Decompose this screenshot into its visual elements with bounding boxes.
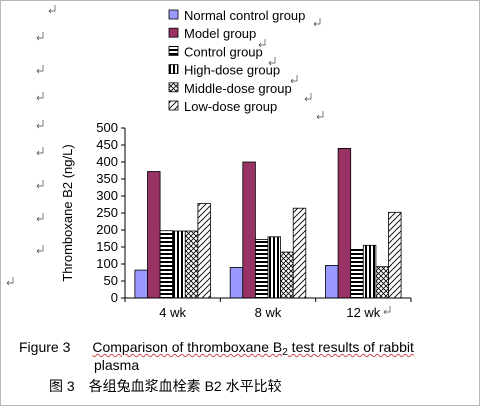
- bar-2-12wk: [337, 147, 352, 299]
- paragraph-mark-icon: [36, 245, 44, 254]
- paragraph-mark-icon: [304, 93, 312, 102]
- bar-3-4wk: [159, 230, 174, 299]
- x-tick-label: 4 wk: [159, 305, 186, 320]
- legend-label: Middle-dose group: [184, 81, 292, 96]
- x-tick-label: 12 wk: [346, 305, 380, 320]
- caption-chinese: 图 3 各组兔血浆血栓素 B2 水平比较: [49, 378, 282, 394]
- bar-5-4wk: [184, 230, 199, 299]
- bar-2-8wk: [242, 161, 256, 299]
- legend-swatch: [168, 100, 179, 111]
- bar-3-8wk: [254, 239, 269, 299]
- y-tick-label: 400: [96, 154, 118, 169]
- paragraph-mark-icon: [36, 92, 44, 101]
- paragraph-mark-icon: [36, 147, 44, 156]
- figure-label: Figure 3: [19, 339, 71, 355]
- paragraph-mark-icon: [383, 306, 391, 315]
- legend-label: Low-dose group: [184, 99, 277, 114]
- bar-4-8wk: [267, 236, 282, 299]
- bar-5-8wk: [280, 251, 294, 299]
- y-axis-label: Thromboxane B2 (ng/L): [60, 144, 75, 281]
- y-tick-label: 500: [96, 120, 118, 135]
- bar-6-4wk: [197, 203, 211, 299]
- caption-subscript: 2: [282, 347, 288, 358]
- bar-6-8wk: [292, 207, 307, 299]
- legend-swatch: [168, 46, 179, 56]
- y-tick-label: 300: [96, 188, 118, 203]
- x-tick-label: 8 wk: [255, 305, 282, 320]
- legend-label: Normal control group: [184, 8, 305, 23]
- bar-4-12wk: [362, 244, 377, 299]
- caption-title: Comparison of thromboxane B2 test result…: [92, 339, 414, 358]
- paragraph-mark-icon: [36, 65, 44, 74]
- bar-4-4wk: [172, 230, 186, 299]
- paragraph-mark-icon: [48, 5, 56, 14]
- bar-1-12wk: [325, 264, 339, 299]
- y-tick-label: 0: [111, 290, 118, 305]
- y-tick-label: 50: [104, 273, 118, 288]
- y-tick-label: 350: [96, 171, 118, 186]
- caption-title-tail: test results of rabbit: [287, 339, 414, 355]
- y-tick-label: 150: [96, 239, 118, 254]
- paragraph-mark-icon: [6, 277, 14, 286]
- bar-2-4wk: [147, 171, 161, 299]
- bar-1-8wk: [229, 266, 244, 299]
- paragraph-mark-icon: [290, 75, 298, 84]
- caption-english-line2: plasma: [94, 357, 140, 373]
- legend-label: Model group: [184, 26, 256, 41]
- paragraph-mark-icon: [36, 120, 44, 129]
- paragraph-mark-icon: [313, 18, 321, 27]
- bar-1-4wk: [134, 269, 148, 299]
- bar-5-12wk: [375, 266, 389, 299]
- legend-label: High-dose group: [184, 63, 280, 78]
- y-tick-label: 250: [96, 205, 118, 220]
- legend-swatch: [168, 64, 179, 74]
- paragraph-mark-icon: [36, 32, 44, 41]
- caption-title-text: Comparison of thromboxane B: [92, 339, 283, 355]
- bar-3-12wk: [350, 248, 364, 299]
- paragraph-mark-icon: [258, 39, 266, 48]
- legend-label: Control group: [184, 44, 263, 59]
- bar-6-12wk: [388, 211, 402, 299]
- paragraph-mark-icon: [268, 57, 276, 66]
- y-tick-label: 450: [96, 137, 118, 152]
- y-tick-label: 200: [96, 222, 118, 237]
- caption-english-line1: Figure 3 Comparison of thromboxane B2 tes…: [19, 339, 414, 358]
- y-tick-label: 100: [96, 256, 118, 271]
- paragraph-mark-icon: [316, 111, 324, 120]
- paragraph-mark-icon: [36, 180, 44, 189]
- legend-swatch: [168, 82, 179, 93]
- paragraph-mark-icon: [36, 213, 44, 222]
- legend-swatch: [168, 27, 179, 38]
- legend-swatch: [168, 9, 179, 20]
